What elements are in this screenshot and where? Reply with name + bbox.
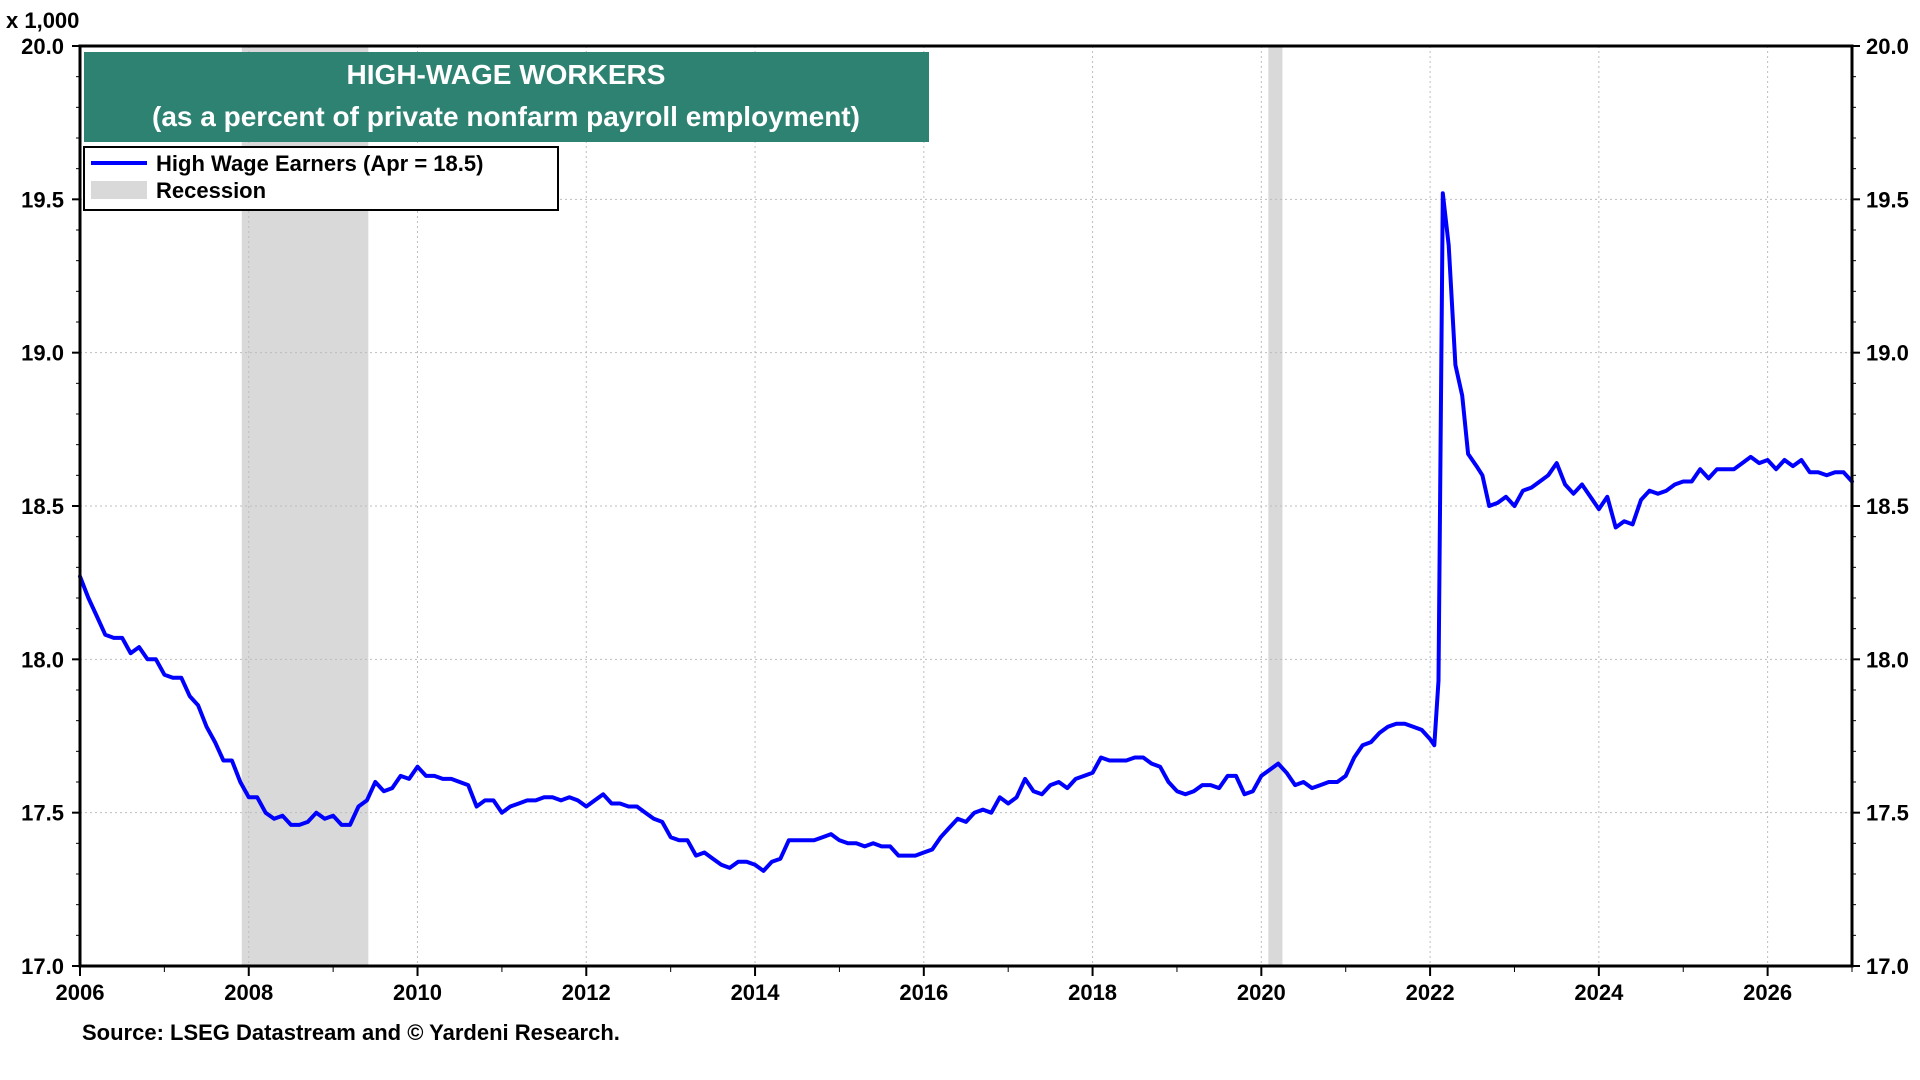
y-tick-label-left: 20.0 [21, 34, 64, 59]
axis-ticks [72, 45, 1860, 976]
legend-recession-swatch [91, 181, 147, 199]
x-tick-label: 2012 [562, 980, 611, 1005]
legend-series-label: High Wage Earners (Apr = 18.5) [156, 151, 483, 176]
series-line-high-wage-earners [78, 191, 1854, 873]
y-tick-label-left: 17.5 [21, 801, 64, 826]
y-tick-label-right: 17.0 [1866, 954, 1909, 979]
y-tick-label-right: 20.0 [1866, 34, 1909, 59]
legend: High Wage Earners (Apr = 18.5) Recession [83, 146, 559, 211]
chart-title: HIGH-WAGE WORKERS [347, 59, 666, 90]
y-tick-label-right: 17.5 [1866, 801, 1909, 826]
x-tick-label: 2016 [899, 980, 948, 1005]
x-tick-label: 2006 [56, 980, 105, 1005]
y-tick-label-left: 18.5 [21, 494, 64, 519]
x-tick-label: 2026 [1743, 980, 1792, 1005]
x-tick-label: 2010 [393, 980, 442, 1005]
y-tick-label-left: 18.0 [21, 647, 64, 672]
y-tick-label-left: 17.0 [21, 954, 64, 979]
y-tick-label-left: 19.0 [21, 341, 64, 366]
x-axis-labels: 2006 2008 2010 2012 2014 2016 2018 2020 2022 2024… [56, 980, 1793, 1005]
x-tick-label: 2022 [1406, 980, 1455, 1005]
x-tick-label: 2024 [1574, 980, 1624, 1005]
legend-recession-label: Recession [156, 178, 266, 203]
x-tick-label: 2018 [1068, 980, 1117, 1005]
y-tick-label-right: 18.0 [1866, 647, 1909, 672]
y-tick-label-right: 18.5 [1866, 494, 1909, 519]
y-tick-label-left: 19.5 [21, 187, 64, 212]
y-tick-label-right: 19.0 [1866, 341, 1909, 366]
legend-box [83, 146, 559, 211]
unit-label: x 1,000 [6, 8, 79, 33]
chart-subtitle: (as a percent of private nonfarm payroll… [152, 101, 860, 132]
title-banner-background [84, 52, 929, 142]
x-tick-label: 2020 [1237, 980, 1286, 1005]
y-axis-left-labels: 17.0 17.5 18.0 18.5 19.0 19.5 20.0 [21, 34, 64, 979]
x-tick-label: 2008 [224, 980, 273, 1005]
title-banner: HIGH-WAGE WORKERS (as a percent of priva… [84, 52, 929, 142]
y-axis-right-labels: 17.0 17.5 18.0 18.5 19.0 19.5 20.0 [1866, 34, 1909, 979]
series-layer [78, 191, 1854, 873]
x-tick-label: 2014 [731, 980, 781, 1005]
y-tick-label-right: 19.5 [1866, 187, 1909, 212]
source-note: Source: LSEG Datastream and © Yardeni Re… [82, 1020, 620, 1045]
